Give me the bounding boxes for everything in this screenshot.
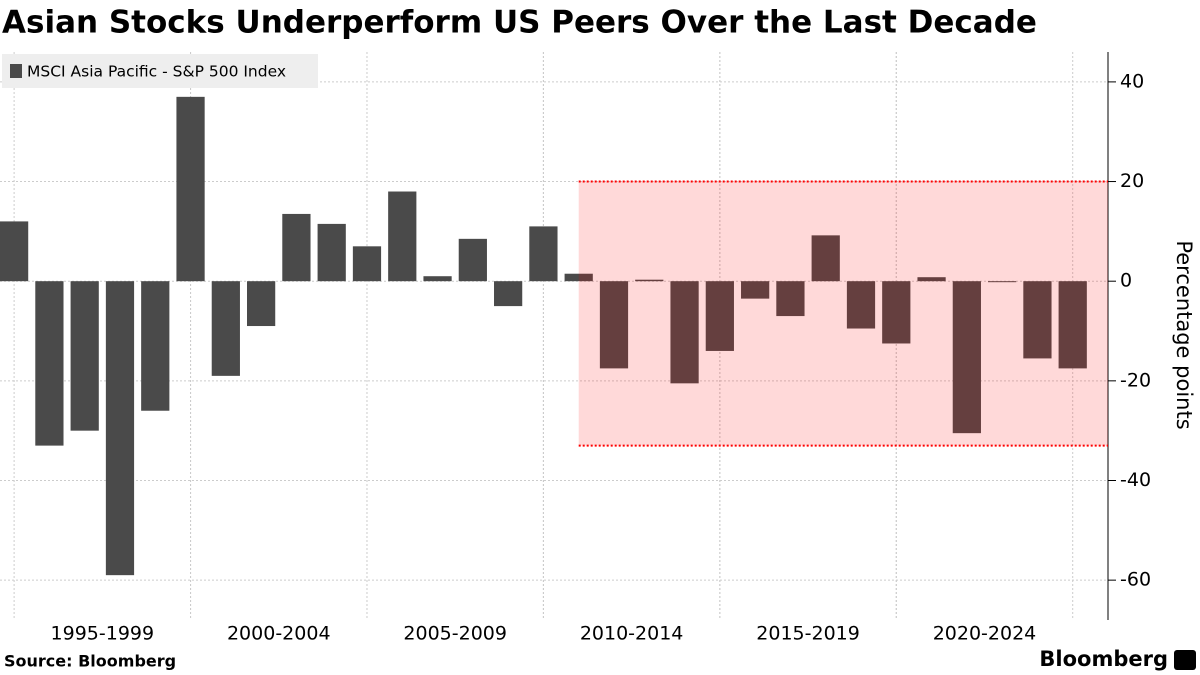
chart-title: Asian Stocks Underperform US Peers Over … bbox=[2, 5, 1037, 41]
bar bbox=[776, 281, 805, 317]
legend-label: MSCI Asia Pacific - S&P 500 Index bbox=[27, 63, 286, 81]
bar bbox=[70, 281, 99, 431]
bar bbox=[388, 191, 417, 282]
y-tick-label: 0 bbox=[1120, 270, 1132, 292]
y-axis-label: Percentage points bbox=[1172, 240, 1196, 429]
bar bbox=[35, 281, 64, 446]
x-tick-label: 1995-1999 bbox=[51, 623, 155, 645]
bar bbox=[952, 281, 981, 434]
bar bbox=[247, 281, 276, 327]
bar bbox=[599, 281, 629, 369]
bar bbox=[1023, 281, 1052, 359]
source: Source: Bloomberg bbox=[4, 652, 176, 671]
bar bbox=[882, 281, 911, 344]
bar bbox=[494, 281, 523, 307]
y-tick-label: 40 bbox=[1120, 70, 1144, 92]
y-tick-label: 20 bbox=[1120, 170, 1144, 192]
bar bbox=[811, 235, 840, 282]
bar bbox=[352, 246, 382, 282]
bar bbox=[670, 281, 699, 384]
brand: Bloomberg bbox=[1039, 647, 1168, 671]
bar bbox=[529, 226, 558, 282]
y-tick-label: -40 bbox=[1120, 469, 1151, 491]
bar bbox=[282, 213, 311, 282]
y-tick-label: -20 bbox=[1120, 369, 1151, 391]
x-tick-label: 2015-2019 bbox=[756, 623, 860, 645]
x-tick-label: 2020-2024 bbox=[933, 623, 1037, 645]
legend-swatch bbox=[10, 64, 22, 78]
bar bbox=[1058, 281, 1087, 369]
bar bbox=[458, 238, 487, 282]
bar bbox=[105, 281, 135, 576]
highlight-area bbox=[578, 181, 1108, 446]
x-tick-label: 2005-2009 bbox=[403, 623, 507, 645]
y-tick-label: -60 bbox=[1120, 569, 1151, 591]
bar bbox=[564, 273, 593, 282]
bar bbox=[0, 221, 29, 282]
x-tick-label: 2010-2014 bbox=[580, 623, 684, 645]
brand-icon bbox=[1174, 650, 1196, 670]
x-tick-label: 2000-2004 bbox=[227, 623, 331, 645]
bar bbox=[317, 223, 346, 282]
bar bbox=[176, 96, 205, 282]
bar bbox=[846, 281, 876, 329]
legend-box bbox=[2, 54, 318, 88]
bar bbox=[988, 281, 1017, 283]
bar bbox=[705, 281, 734, 351]
bar bbox=[917, 277, 946, 282]
bar bbox=[635, 279, 664, 282]
bar bbox=[741, 281, 770, 299]
bar bbox=[423, 276, 452, 282]
bar bbox=[211, 281, 240, 376]
bar bbox=[141, 281, 170, 411]
